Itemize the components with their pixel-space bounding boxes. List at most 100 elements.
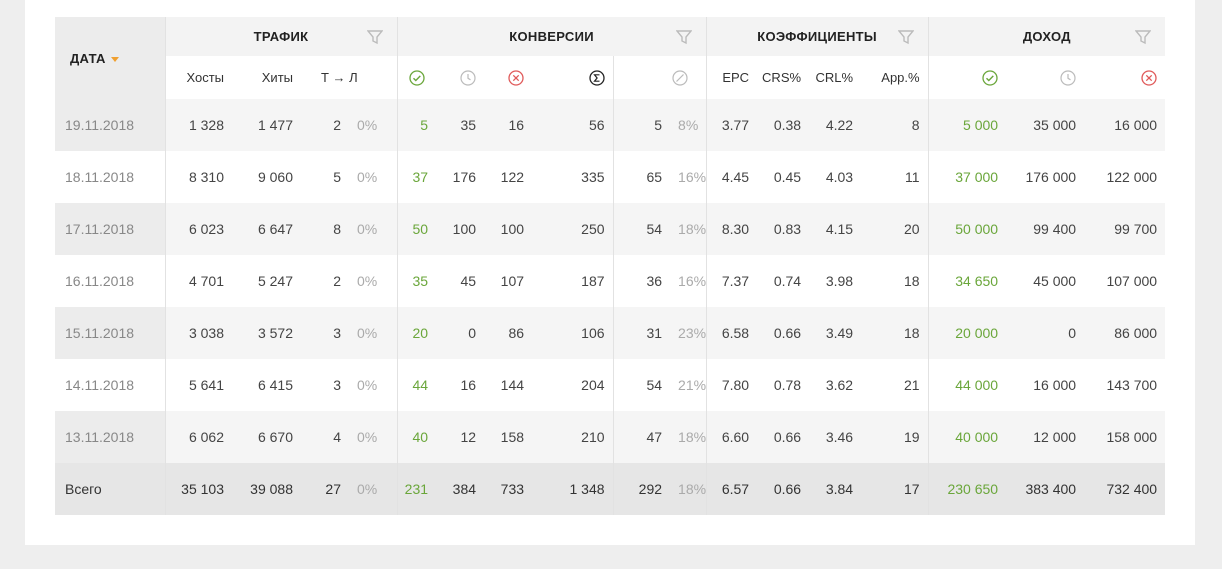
cell-epc: 7.37 bbox=[705, 255, 758, 307]
cell-sum: 56 bbox=[532, 99, 614, 151]
cell-trashp: 18% bbox=[670, 463, 707, 515]
cell-inc-wait: 45 000 bbox=[1006, 255, 1085, 307]
date-column-header[interactable]: ДАТА bbox=[55, 17, 165, 99]
filter-icon[interactable] bbox=[1135, 29, 1152, 45]
waiting-header[interactable] bbox=[436, 56, 485, 99]
cell-rej: 107 bbox=[484, 255, 533, 307]
cell-epc: 6.60 bbox=[705, 411, 758, 463]
conversions-group-header: КОНВЕРСИИ bbox=[396, 17, 707, 56]
cell-rej: 122 bbox=[484, 151, 533, 203]
total-row: Всего 35 103 39 088 27 0% 231 384 733 1 348 292 18… bbox=[55, 463, 1166, 515]
cell-inc-ok: 34 650 bbox=[927, 255, 1007, 307]
hits-header[interactable]: Хиты bbox=[232, 56, 301, 99]
cell-hosts: 6 023 bbox=[164, 203, 232, 255]
cell-tlp: 0% bbox=[349, 463, 398, 515]
cell-sum: 187 bbox=[532, 255, 614, 307]
cell-inc-ok: 50 000 bbox=[927, 203, 1007, 255]
cell-tlp: 0% bbox=[349, 359, 398, 411]
table-row: 13.11.2018 6 062 6 670 4 0% 40 12 158 210 47 18% 6.… bbox=[55, 411, 1166, 463]
cell-hosts: 6 062 bbox=[164, 411, 232, 463]
cell-hits: 9 060 bbox=[232, 151, 301, 203]
cell-tl: 3 bbox=[301, 359, 349, 411]
cell-trashp: 16% bbox=[670, 151, 707, 203]
rejected-header[interactable] bbox=[484, 56, 533, 99]
table-row: 17.11.2018 6 023 6 647 8 0% 50 100 100 250 54 18% 8… bbox=[55, 203, 1166, 255]
cell-date: 13.11.2018 bbox=[55, 411, 165, 463]
traffic-header-label: ТРАФИК bbox=[253, 29, 309, 44]
cell-app: 18 bbox=[861, 307, 929, 359]
t-to-l-header[interactable]: Т → Л bbox=[301, 56, 398, 99]
cell-ok: 231 bbox=[396, 463, 437, 515]
table-row: 16.11.2018 4 701 5 247 2 0% 35 45 107 187 36 16% 7.… bbox=[55, 255, 1166, 307]
cell-app: 19 bbox=[861, 411, 929, 463]
approved-header[interactable] bbox=[396, 56, 437, 99]
table-row: 14.11.2018 5 641 6 415 3 0% 44 16 144 204 54 21% 7.… bbox=[55, 359, 1166, 411]
sort-down-icon[interactable] bbox=[110, 56, 119, 62]
cell-ok: 35 bbox=[396, 255, 437, 307]
cell-trash: 54 bbox=[612, 203, 671, 255]
clock-icon bbox=[1060, 70, 1076, 86]
crs-header[interactable]: CRS% bbox=[757, 56, 810, 99]
traffic-group-header: ТРАФИК bbox=[164, 17, 398, 56]
cell-trashp: 21% bbox=[670, 359, 707, 411]
cell-rej: 733 bbox=[484, 463, 533, 515]
cell-inc-rej: 158 000 bbox=[1084, 411, 1166, 463]
cell-tl: 4 bbox=[301, 411, 349, 463]
trash-header[interactable] bbox=[612, 56, 707, 99]
filter-icon[interactable] bbox=[675, 29, 692, 45]
cell-sum: 210 bbox=[532, 411, 614, 463]
filter-icon[interactable] bbox=[897, 29, 914, 45]
cell-epc: 7.80 bbox=[705, 359, 758, 411]
cell-rej: 144 bbox=[484, 359, 533, 411]
cell-ok: 20 bbox=[396, 307, 437, 359]
income-approved-header[interactable] bbox=[927, 56, 1007, 99]
cell-crl: 4.22 bbox=[809, 99, 862, 151]
cell-tl: 2 bbox=[301, 99, 349, 151]
cell-epc: 6.58 bbox=[705, 307, 758, 359]
conversions-header-label: КОНВЕРСИИ bbox=[509, 29, 594, 44]
cell-trashp: 8% bbox=[670, 99, 707, 151]
income-waiting-header[interactable] bbox=[1006, 56, 1085, 99]
cell-rej: 86 bbox=[484, 307, 533, 359]
cell-epc: 4.45 bbox=[705, 151, 758, 203]
cell-date: 18.11.2018 bbox=[55, 151, 165, 203]
cell-hits: 5 247 bbox=[232, 255, 301, 307]
cell-inc-rej: 86 000 bbox=[1084, 307, 1166, 359]
cell-inc-ok: 230 650 bbox=[927, 463, 1007, 515]
crl-header[interactable]: CRL% bbox=[809, 56, 862, 99]
cell-hosts: 8 310 bbox=[164, 151, 232, 203]
app-header[interactable]: App.% bbox=[861, 56, 929, 99]
sum-header[interactable] bbox=[532, 56, 614, 99]
cell-tlp: 0% bbox=[349, 307, 398, 359]
clock-icon bbox=[460, 70, 476, 86]
cell-ok: 5 bbox=[396, 99, 437, 151]
income-rejected-header[interactable] bbox=[1084, 56, 1166, 99]
cell-crl: 3.98 bbox=[809, 255, 862, 307]
cell-trash: 36 bbox=[612, 255, 671, 307]
hosts-header[interactable]: Хосты bbox=[164, 56, 232, 99]
table-row: 15.11.2018 3 038 3 572 3 0% 20 0 86 106 31 23% 6.58… bbox=[55, 307, 1166, 359]
cell-inc-wait: 99 400 bbox=[1006, 203, 1085, 255]
cell-inc-wait: 176 000 bbox=[1006, 151, 1085, 203]
cell-trashp: 16% bbox=[670, 255, 707, 307]
cell-wait: 45 bbox=[436, 255, 485, 307]
epc-header[interactable]: EPC bbox=[705, 56, 758, 99]
coefficients-group-header: КОЭФФИЦИЕНТЫ bbox=[705, 17, 929, 56]
cell-tlp: 0% bbox=[349, 99, 398, 151]
cell-hits: 6 647 bbox=[232, 203, 301, 255]
cell-trash: 292 bbox=[612, 463, 671, 515]
cell-crs: 0.66 bbox=[757, 307, 810, 359]
cell-tl: 27 bbox=[301, 463, 349, 515]
table-row: 19.11.2018 1 328 1 477 2 0% 5 35 16 56 5 8% 3.77 0.3… bbox=[55, 99, 1166, 151]
cell-hits: 1 477 bbox=[232, 99, 301, 151]
filter-icon[interactable] bbox=[366, 29, 383, 45]
cell-crl: 3.49 bbox=[809, 307, 862, 359]
cell-epc: 6.57 bbox=[705, 463, 758, 515]
cell-hosts: 3 038 bbox=[164, 307, 232, 359]
check-circle-icon bbox=[409, 70, 425, 86]
cell-app: 20 bbox=[861, 203, 929, 255]
cell-date: 15.11.2018 bbox=[55, 307, 165, 359]
cell-inc-wait: 12 000 bbox=[1006, 411, 1085, 463]
cell-inc-ok: 44 000 bbox=[927, 359, 1007, 411]
cell-app: 11 bbox=[861, 151, 929, 203]
